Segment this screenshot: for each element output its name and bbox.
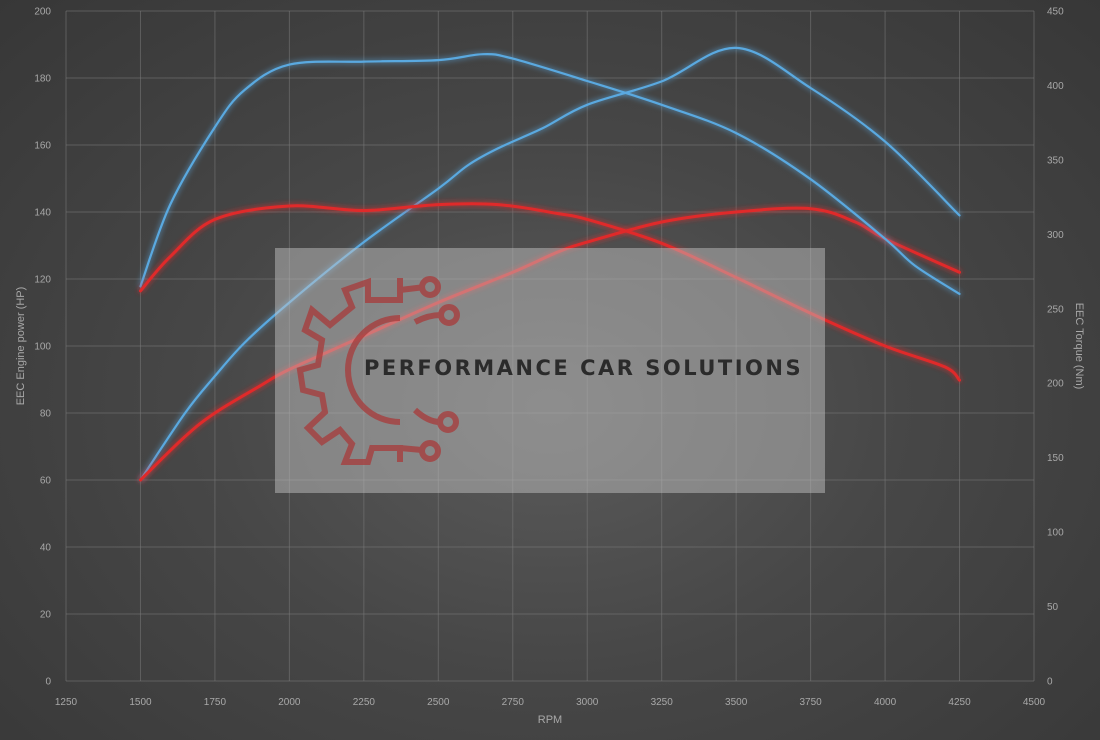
x-tick-label: 2250 <box>353 697 376 708</box>
x-tick-label: 2750 <box>502 697 525 708</box>
y-right-tick-label: 100 <box>1047 528 1064 539</box>
y-left-tick-label: 180 <box>34 74 51 85</box>
tick-labels: 1250 1500 1750 2000 2250 2500 2750 3000 3250 3500… <box>34 7 1064 709</box>
brand-watermark: PERFORMANCE CAR SOLUTIONS <box>275 248 825 493</box>
y-left-tick-label: 200 <box>34 7 51 18</box>
x-tick-label: 3500 <box>725 697 748 708</box>
y-left-tick-label: 100 <box>34 342 51 353</box>
y-left-tick-label: 40 <box>40 543 52 554</box>
x-tick-label: 4500 <box>1023 697 1046 708</box>
y-left-tick-label: 0 <box>45 677 51 688</box>
y-right-tick-label: 50 <box>1047 602 1059 613</box>
stock-power-line <box>139 206 961 482</box>
x-tick-label: 1500 <box>129 697 152 708</box>
tuned-torque-line <box>139 53 961 295</box>
grid <box>65 10 1035 682</box>
y-right-tick-label: 350 <box>1047 155 1064 166</box>
x-tick-label: 4250 <box>948 697 971 708</box>
x-tick-label: 1250 <box>55 697 78 708</box>
y-right-tick-label: 450 <box>1047 7 1064 18</box>
y-axis-left-title: EEC Engine power (HP) <box>15 287 27 406</box>
x-tick-label: 2500 <box>427 697 450 708</box>
y-right-tick-label: 250 <box>1047 304 1064 315</box>
x-tick-label: 3750 <box>799 697 822 708</box>
y-left-tick-label: 160 <box>34 141 51 152</box>
x-tick-label: 4000 <box>874 697 897 708</box>
x-tick-label: 3250 <box>651 697 674 708</box>
y-left-tick-label: 60 <box>40 476 52 487</box>
stock-torque-line <box>139 202 961 382</box>
x-tick-label: 3000 <box>576 697 599 708</box>
y-right-tick-label: 400 <box>1047 81 1064 92</box>
y-left-tick-label: 120 <box>34 275 51 286</box>
gear-circuit-icon <box>296 276 460 465</box>
y-right-tick-label: 150 <box>1047 453 1064 464</box>
x-axis-title: RPM <box>538 714 562 726</box>
y-left-tick-label: 140 <box>34 208 51 219</box>
series <box>139 46 961 482</box>
tuned-power-line <box>139 46 961 482</box>
y-axis-right-title: EEC Torque (Nm) <box>1073 303 1085 390</box>
x-tick-label: 1750 <box>204 697 227 708</box>
brand-name: PERFORMANCE CAR SOLUTIONS <box>364 356 803 380</box>
y-left-tick-label: 80 <box>40 409 52 420</box>
x-tick-label: 2000 <box>278 697 301 708</box>
y-right-tick-label: 300 <box>1047 230 1064 241</box>
y-right-tick-label: 0 <box>1047 677 1053 688</box>
y-left-tick-label: 20 <box>40 610 52 621</box>
y-right-tick-label: 200 <box>1047 379 1064 390</box>
